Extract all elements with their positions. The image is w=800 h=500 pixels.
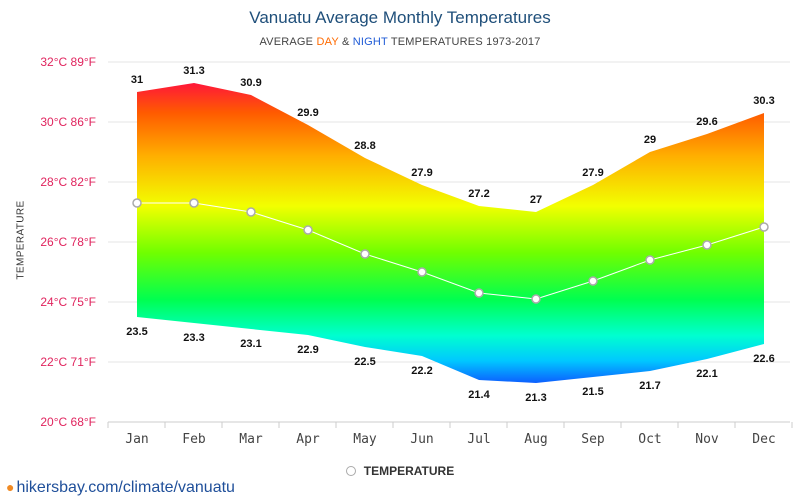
night-value-label: 21.7: [639, 380, 660, 392]
day-value-label: 28.8: [354, 140, 375, 152]
day-value-label: 30.3: [753, 95, 774, 107]
x-tick-label: Feb: [182, 432, 206, 447]
night-value-label: 21.3: [525, 392, 546, 404]
y-tick-label: 30°C 86°F: [40, 115, 96, 129]
x-tick-label: May: [353, 432, 377, 447]
x-tick-label: Apr: [296, 432, 320, 447]
temperature-point: [702, 240, 712, 250]
y-tick-label: 28°C 82°F: [40, 175, 96, 189]
legend-label: TEMPERATURE: [363, 464, 455, 478]
site-footer[interactable]: ● hikersbay.com/climate/vanuatu: [6, 479, 235, 497]
night-value-label: 22.9: [297, 344, 318, 356]
night-value-label: 23.5: [126, 326, 147, 338]
night-value-label: 23.3: [183, 332, 204, 344]
temperature-line: [137, 202, 765, 300]
day-value-label: 27.2: [468, 188, 489, 200]
y-tick-label: 20°C 68°F: [40, 415, 96, 429]
x-tick-label: Mar: [239, 432, 263, 447]
temperature-point: [417, 267, 427, 277]
chart-legend[interactable]: TEMPERATURE: [0, 464, 800, 478]
temperature-point: [189, 198, 199, 208]
y-tick-label: 26°C 78°F: [40, 235, 96, 249]
x-tick-label: Jan: [125, 432, 148, 447]
temperature-series: [132, 198, 769, 304]
day-value-label: 27: [530, 194, 542, 206]
x-tick-label: Nov: [695, 432, 719, 447]
day-value-label: 31: [131, 74, 143, 86]
chart-title: Vanuatu Average Monthly Temperatures: [249, 8, 551, 27]
temperature-point: [132, 198, 142, 208]
x-tick-label: Aug: [524, 432, 547, 447]
footer-link[interactable]: hikersbay.com/climate/vanuatu: [16, 479, 235, 496]
day-value-label: 29.9: [297, 107, 318, 119]
subtitle-day: DAY: [316, 36, 339, 48]
day-value-label: 29.6: [696, 116, 717, 128]
day-value-label: 31.3: [183, 65, 204, 77]
day-value-label: 27.9: [582, 167, 603, 179]
subtitle-suffix: TEMPERATURES 1973-2017: [387, 36, 541, 48]
temperature-point: [360, 249, 370, 259]
temperature-point: [531, 294, 541, 304]
y-tick-label: 22°C 71°F: [40, 355, 96, 369]
temperature-point: [474, 288, 484, 298]
night-value-label: 22.2: [411, 365, 432, 377]
subtitle-night: NIGHT: [352, 36, 388, 48]
x-tick-label: Jul: [467, 432, 490, 447]
day-value-label: 30.9: [240, 77, 261, 89]
y-tick-label: 32°C 89°F: [40, 55, 96, 69]
night-value-label: 23.1: [240, 338, 261, 350]
x-tick-labels: Jan Feb Mar Apr May Jun Jul Aug Sep Oct Nov Dec: [125, 432, 775, 447]
night-value-label: 21.4: [468, 389, 490, 401]
day-night-range-area: [137, 83, 764, 383]
data-labels: 31 31.3 30.9 29.9 28.8 27.9 27.2 27 27.9 29 29.6 30…: [126, 65, 774, 404]
temperature-point: [645, 255, 655, 265]
night-value-label: 21.5: [582, 386, 603, 398]
x-tick-label: Sep: [581, 432, 605, 447]
subtitle-amp: &: [338, 36, 353, 48]
night-value-label: 22.1: [696, 368, 717, 380]
temperature-point: [588, 276, 598, 286]
subtitle-prefix: AVERAGE: [259, 36, 317, 48]
temperature-point: [759, 222, 769, 232]
temperature-range-area: [137, 83, 764, 383]
temperature-point: [246, 207, 256, 217]
chart-subtitle: AVERAGE DAY & NIGHT TEMPERATURES 1973-20…: [0, 36, 800, 48]
legend-marker-icon: [345, 466, 356, 476]
night-value-label: 22.5: [354, 356, 375, 368]
y-tick-label: 24°C 75°F: [40, 295, 96, 309]
temperature-point: [303, 225, 313, 235]
y-tick-labels: 32°C 89°F 30°C 86°F 28°C 82°F 26°C 78°F 24°C…: [40, 55, 96, 429]
x-tick-label: Jun: [410, 432, 433, 447]
night-value-label: 22.6: [753, 353, 774, 365]
day-value-label: 29: [644, 134, 656, 146]
x-tick-label: Dec: [752, 432, 775, 447]
location-pin-icon: ●: [6, 479, 15, 495]
day-value-label: 27.9: [411, 167, 432, 179]
x-tick-label: Oct: [638, 432, 661, 447]
